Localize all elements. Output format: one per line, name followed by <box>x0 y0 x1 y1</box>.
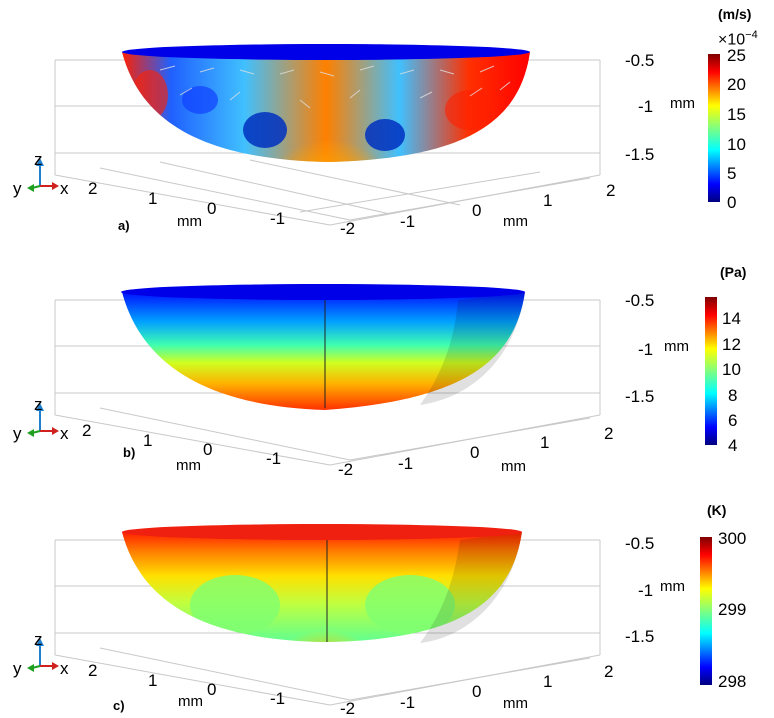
triad-y-label: y <box>13 179 22 198</box>
triad-z-label: z <box>34 630 43 649</box>
colorbar-multiplier: ×10−4 <box>718 29 758 49</box>
y-tick: 2 <box>604 424 614 443</box>
droplet-top-face <box>122 524 522 540</box>
x-tick: -1 <box>266 449 282 468</box>
droplet-top-face <box>122 44 530 60</box>
droplet-cut-face <box>420 532 522 643</box>
panel-label: c) <box>113 698 125 713</box>
colorbar-unit: (m/s) <box>718 6 752 22</box>
triad-x-label: x <box>60 659 69 678</box>
colorbar-tick: 15 <box>727 105 746 124</box>
triad-y-label: y <box>13 424 22 443</box>
triad-x-label: x <box>60 179 69 198</box>
x-tick: 1 <box>148 189 158 208</box>
y-tick: 2 <box>606 181 616 200</box>
y-tick: 0 <box>472 201 482 220</box>
colorbar-tick: 298 <box>718 672 747 691</box>
x-tick: 0 <box>203 440 213 459</box>
triad-x-label: x <box>60 424 69 443</box>
triad-y-label: y <box>13 659 22 678</box>
y-tick: 2 <box>604 662 614 681</box>
axis-triad <box>27 403 59 437</box>
z-tick: -1 <box>638 340 654 359</box>
colorbar-tick: 25 <box>727 46 746 65</box>
z-axis-label: mm <box>670 95 695 112</box>
colorbar-unit: (K) <box>707 502 727 518</box>
x-tick: 1 <box>148 671 158 690</box>
z-tick: -1.5 <box>625 145 655 164</box>
y-tick: 1 <box>543 672 553 691</box>
y-tick: -1 <box>400 693 416 712</box>
colorbar-tick: 299 <box>718 600 747 619</box>
y-tick: 0 <box>470 443 480 462</box>
temperature-plot <box>54 524 712 706</box>
panel-label: b) <box>123 445 136 460</box>
colorbar-tick: 300 <box>718 529 747 548</box>
x-tick: 0 <box>207 199 217 218</box>
colorbar-tick: 6 <box>728 411 738 430</box>
y-tick: -1 <box>398 454 414 473</box>
z-tick: -1 <box>638 581 654 600</box>
z-axis-label: mm <box>660 578 685 595</box>
axis-triad <box>27 158 59 192</box>
droplet-top-face <box>121 284 525 300</box>
velocity-field <box>132 65 511 162</box>
colorbar-tick: 4 <box>728 436 738 455</box>
colorbar-tick: 8 <box>728 386 738 405</box>
x-axis-label: mm <box>177 213 202 230</box>
x-tick: -1 <box>270 689 286 708</box>
x-axis-label: mm <box>178 693 203 710</box>
droplet-cut-face <box>420 292 525 405</box>
colorbar-tick: 0 <box>727 193 737 212</box>
y-tick: 0 <box>472 682 482 701</box>
velocity-plot <box>54 44 720 226</box>
x-tick: 2 <box>88 661 98 680</box>
y-tick: -1 <box>400 212 416 231</box>
x-tick: -1 <box>270 209 286 228</box>
z-tick: -1.5 <box>625 387 655 406</box>
panel-label: a) <box>118 218 130 233</box>
colorbar-tick: 10 <box>722 360 741 379</box>
colorbar-tick: 10 <box>727 135 746 154</box>
y-tick: 1 <box>543 191 553 210</box>
pressure-plot <box>54 284 717 466</box>
colorbar-tick: 12 <box>722 335 741 354</box>
pressure-panel: (Pa) 14 12 10 8 6 4 -0.5 -1 -1.5 mm 2 1 … <box>0 240 774 480</box>
z-axis-label: mm <box>664 338 689 355</box>
y-tick: 1 <box>540 433 550 452</box>
x-tick: 2 <box>88 179 98 198</box>
z-tick: -0.5 <box>625 291 655 310</box>
y-axis-label: mm <box>503 695 528 712</box>
colorbar-tick: 5 <box>727 164 737 183</box>
x-axis-label: mm <box>176 457 201 474</box>
axis-triad <box>27 638 59 672</box>
triad-z-label: z <box>34 395 43 414</box>
z-tick: -0.5 <box>625 51 655 70</box>
temperature-panel: (K) 300 299 298 -0.5 -1 -1.5 mm 2 1 0 -1… <box>0 480 774 718</box>
temperature-field <box>190 575 455 642</box>
colorbar-tick: 20 <box>727 75 746 94</box>
colorbar <box>708 54 720 202</box>
colorbar-unit: (Pa) <box>720 264 747 280</box>
colorbar <box>705 297 717 445</box>
x-tick: -2 <box>340 219 356 238</box>
droplet-surface <box>122 292 525 410</box>
x-tick: 0 <box>207 680 217 699</box>
z-tick: -0.5 <box>625 534 655 553</box>
velocity-panel: (m/s) ×10−4 25 20 15 10 5 0 -0.5 -1 -1.5… <box>0 0 774 240</box>
y-axis-label: mm <box>501 458 526 475</box>
z-tick: -1.5 <box>625 627 655 646</box>
triad-z-label: z <box>34 150 43 169</box>
colorbar <box>700 537 712 685</box>
z-tick: -1 <box>638 97 654 116</box>
x-tick: 2 <box>82 421 92 440</box>
x-tick: 1 <box>143 431 153 450</box>
x-tick: -2 <box>338 460 354 479</box>
y-axis-label: mm <box>503 213 528 230</box>
colorbar-tick: 14 <box>722 309 741 328</box>
x-tick: -2 <box>340 699 356 718</box>
